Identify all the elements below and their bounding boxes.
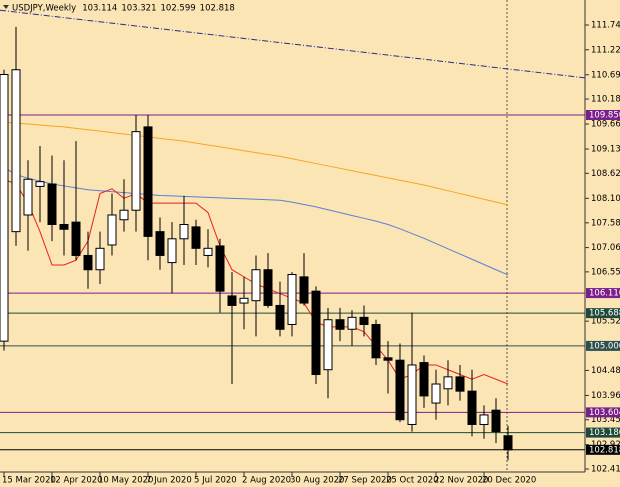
y-tick-label: 111.220	[591, 45, 620, 55]
level-label: 103.180	[589, 428, 620, 438]
indicator-line	[3, 166, 509, 276]
candle-body	[263, 269, 273, 306]
candle-body	[323, 319, 333, 371]
trend-line	[0, 9, 586, 79]
x-tick-label: 22 Nov 2020	[434, 476, 488, 486]
y-tick-label: 108.100	[591, 194, 620, 204]
x-tick-label: 12 Apr 2020	[50, 476, 103, 486]
candle-body	[467, 390, 477, 425]
x-tick-label: 20 Dec 2020	[482, 476, 536, 486]
y-tick-label: 103.960	[591, 391, 620, 401]
plot	[0, 9, 586, 461]
y-tick-label: 110.185	[591, 95, 620, 105]
y-tick-label: 102.415	[591, 465, 620, 475]
candle-body	[251, 269, 261, 302]
candle-body	[179, 224, 189, 240]
y-tick-label: 107.585	[591, 218, 620, 228]
candle-body	[335, 319, 345, 330]
candle-body	[203, 247, 213, 256]
y-tick-label: 109.135	[591, 145, 620, 155]
level-label-bg	[586, 340, 620, 351]
x-tick-label: 2 Aug 2020	[242, 476, 291, 486]
candle-body	[503, 435, 513, 451]
y-tick-label: 103.450	[591, 415, 620, 425]
level-label-bg	[586, 444, 620, 455]
candle-body	[443, 376, 453, 390]
y-tick-label: 109.660	[591, 120, 620, 130]
candle-body	[11, 69, 21, 233]
candle-body	[419, 362, 429, 397]
menu-icon[interactable]	[3, 5, 9, 9]
candle-body	[131, 131, 141, 211]
candle-body	[107, 214, 117, 246]
y-tick-label: 108.625	[591, 169, 620, 179]
candle-body	[119, 209, 129, 221]
y-tick-label: 111.740	[591, 20, 620, 30]
y-tick-label: 107.065	[591, 243, 620, 253]
level-label-bg	[586, 308, 620, 319]
candle-body	[311, 290, 321, 375]
candle-body	[83, 254, 93, 271]
level-label-bg	[586, 109, 620, 120]
level-label: 103.604	[589, 408, 620, 418]
x-tick-label: 27 Sep 2020	[338, 476, 392, 486]
candle-body	[191, 226, 201, 249]
candle-body	[347, 316, 357, 330]
candle-body	[71, 221, 81, 256]
x-tick-label: 25 Oct 2020	[386, 476, 439, 486]
level-label-bg	[586, 427, 620, 438]
header-value: 103.114	[82, 4, 117, 14]
candle-body	[455, 376, 465, 392]
candle-body	[383, 357, 393, 361]
x-tick-label: 5 Jul 2020	[194, 476, 237, 486]
level-label: 109.850	[589, 110, 620, 120]
candle-body	[23, 178, 33, 216]
y-tick-label: 105.520	[591, 317, 620, 327]
candle-body	[215, 245, 225, 292]
candle-body	[239, 297, 249, 304]
level-label-bg	[586, 407, 620, 418]
candle-body	[59, 224, 69, 230]
header-value: 103.321	[121, 4, 156, 14]
candle-body	[275, 304, 285, 330]
candle-body	[35, 181, 45, 187]
y-tick-label: 110.695	[591, 70, 620, 80]
level-label: 102.818	[589, 445, 620, 455]
candle-body	[167, 238, 177, 264]
candle-body	[155, 231, 165, 256]
candle-body	[491, 409, 501, 433]
candle-body	[395, 359, 405, 421]
header-value: 102.599	[161, 4, 196, 14]
candle-body	[287, 273, 297, 325]
x-tick-label: 30 Aug 2020	[290, 476, 344, 486]
header-value: 102.818	[200, 4, 235, 14]
candle-body	[359, 316, 369, 325]
candle-body	[371, 323, 381, 359]
candle-body	[407, 364, 417, 425]
indicator-line	[3, 121, 509, 206]
level-label: 105.000	[589, 341, 620, 351]
level-label-bg	[586, 288, 620, 299]
level-label: 106.110	[589, 289, 620, 299]
candle-body	[227, 295, 237, 306]
x-tick-label: 15 Mar 2020	[2, 476, 56, 486]
candle-body	[479, 414, 489, 425]
candle-body	[95, 247, 105, 271]
y-tick-label: 104.485	[591, 366, 620, 376]
candle-body	[47, 183, 57, 226]
candle-body	[143, 126, 153, 237]
candle-body	[431, 383, 441, 404]
chart-title: USDJPY,Weekly	[12, 4, 76, 14]
candle-body	[299, 276, 309, 304]
candle-body	[0, 74, 9, 342]
y-tick-label: 106.555	[591, 267, 620, 277]
level-label: 105.688	[589, 309, 620, 319]
x-tick-label: 7 Jun 2020	[146, 476, 192, 486]
x-tick-label: 10 May 2020	[98, 476, 153, 486]
